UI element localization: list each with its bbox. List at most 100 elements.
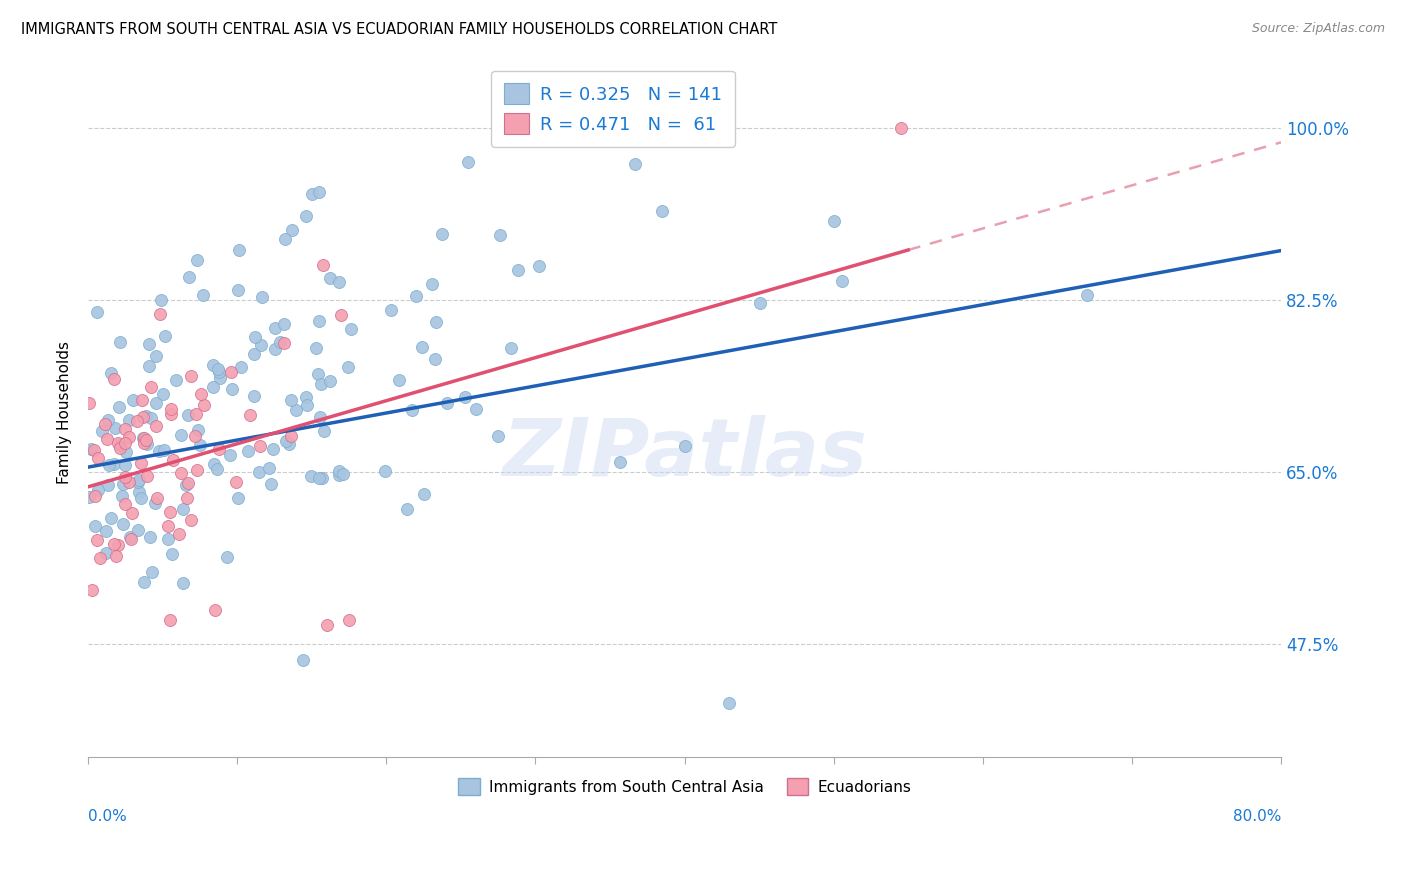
Point <box>305 341 328 355</box>
Point <box>238 443 260 458</box>
Point <box>308 185 330 199</box>
Point <box>312 258 335 272</box>
Point <box>425 315 447 329</box>
Point <box>132 410 155 425</box>
Y-axis label: Family Households: Family Households <box>58 342 72 484</box>
Point <box>184 407 207 421</box>
Point <box>337 613 360 627</box>
Point <box>138 359 160 373</box>
Point <box>96 546 118 560</box>
Point <box>77 491 100 505</box>
Point <box>231 359 253 374</box>
Point <box>380 302 402 317</box>
Point <box>301 186 323 201</box>
Point <box>413 487 436 501</box>
Point <box>284 403 307 417</box>
Point <box>104 549 127 564</box>
Point <box>228 243 250 257</box>
Point <box>152 386 174 401</box>
Point <box>153 329 176 343</box>
Point <box>221 382 243 396</box>
Point <box>146 491 169 506</box>
Point <box>136 437 159 451</box>
Point <box>141 411 163 425</box>
Point <box>274 232 297 246</box>
Point <box>159 505 181 519</box>
Point <box>209 370 232 384</box>
Point <box>114 470 136 484</box>
Point <box>80 442 103 457</box>
Point <box>108 438 131 452</box>
Point <box>125 414 148 428</box>
Point <box>162 547 184 561</box>
Point <box>294 209 316 223</box>
Text: ZIPatlas: ZIPatlas <box>502 416 868 493</box>
Point <box>159 401 181 416</box>
Point <box>139 530 162 544</box>
Point <box>131 431 153 445</box>
Point <box>465 402 488 417</box>
Point <box>202 457 225 471</box>
Point <box>486 429 509 443</box>
Point <box>420 277 443 292</box>
Point <box>90 425 112 439</box>
Point <box>260 477 283 491</box>
Point <box>508 262 530 277</box>
Point <box>823 214 845 228</box>
Point <box>103 372 125 386</box>
Point <box>202 358 225 372</box>
Point <box>423 352 446 367</box>
Point <box>122 393 145 408</box>
Point <box>488 227 510 242</box>
Point <box>80 583 103 598</box>
Point <box>87 483 110 497</box>
Point <box>187 423 209 437</box>
Point <box>127 523 149 537</box>
Point <box>83 443 105 458</box>
Point <box>170 427 193 442</box>
Point <box>188 437 211 451</box>
Point <box>215 550 238 565</box>
Point <box>243 330 266 344</box>
Point <box>103 537 125 551</box>
Point <box>337 359 360 374</box>
Point <box>159 613 181 627</box>
Point <box>145 396 167 410</box>
Point <box>108 400 131 414</box>
Point <box>153 443 176 458</box>
Point <box>280 392 302 407</box>
Point <box>411 339 433 353</box>
Point <box>157 518 180 533</box>
Point <box>718 696 741 710</box>
Point <box>432 227 454 242</box>
Point <box>264 321 287 335</box>
Point <box>103 457 125 471</box>
Text: 0.0%: 0.0% <box>89 809 127 823</box>
Point <box>170 466 193 480</box>
Point <box>143 496 166 510</box>
Point <box>120 532 142 546</box>
Point <box>149 307 172 321</box>
Point <box>527 259 550 273</box>
Point <box>243 347 266 361</box>
Point <box>890 120 912 135</box>
Point <box>624 157 647 171</box>
Point <box>242 389 264 403</box>
Point <box>177 409 200 423</box>
Point <box>118 413 141 427</box>
Point <box>340 322 363 336</box>
Point <box>165 373 187 387</box>
Point <box>309 377 332 392</box>
Point <box>135 434 157 448</box>
Point <box>328 467 350 482</box>
Point <box>204 603 226 617</box>
Point <box>148 444 170 458</box>
Point <box>831 274 853 288</box>
Point <box>318 374 340 388</box>
Point <box>114 497 136 511</box>
Point <box>208 442 231 457</box>
Point <box>111 477 134 491</box>
Point <box>308 313 330 327</box>
Point <box>257 461 280 475</box>
Point <box>121 506 143 520</box>
